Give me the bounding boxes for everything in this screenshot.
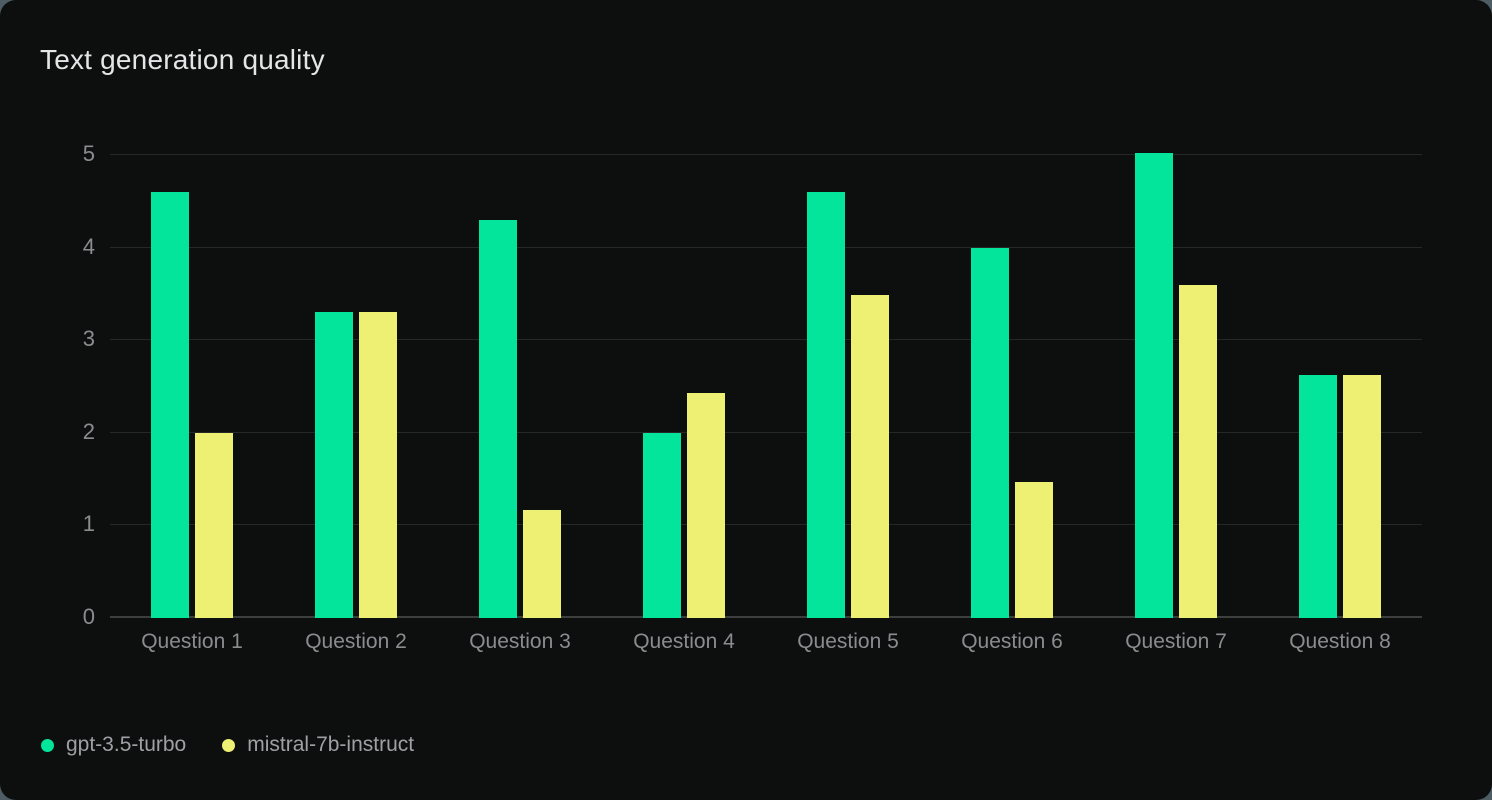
bar-gpt-3.5-turbo-q1 [151,192,189,618]
bar-mistral-7b-instruct-q1 [195,432,233,618]
x-tick-label-5: Question 5 [797,630,899,653]
legend-item-gpt-3.5-turbo[interactable]: gpt-3.5-turbo [41,733,186,757]
bar-gpt-3.5-turbo-q7 [1135,153,1173,618]
bar-gpt-3.5-turbo-q6 [971,247,1009,618]
y-tick-label: 2 [82,418,95,444]
bar-gpt-3.5-turbo-q4 [643,432,681,618]
legend-item-mistral-7b-instruct[interactable]: mistral-7b-instruct [222,733,414,757]
x-tick-label-3: Question 3 [469,630,571,653]
bar-mistral-7b-instruct-q7 [1179,284,1217,618]
y-tick-label: 4 [82,233,95,259]
x-tick-label-1: Question 1 [141,630,243,653]
x-tick-label-8: Question 8 [1289,630,1391,653]
chart-title: Text generation quality [40,44,325,75]
bar-group-8 [1258,155,1422,618]
bar-group-1 [110,155,274,618]
bar-mistral-7b-instruct-q3 [523,509,561,618]
bar-mistral-7b-instruct-q8 [1343,375,1381,618]
gridline-y4 [110,246,1422,248]
x-tick-label-2: Question 2 [305,630,407,653]
bar-gpt-3.5-turbo-q3 [479,219,517,618]
x-tick-label-6: Question 6 [961,630,1063,653]
gridline-y5 [110,154,1422,155]
bar-group-5 [766,155,930,618]
legend-label: gpt-3.5-turbo [66,733,187,756]
y-tick-label: 5 [82,141,95,166]
gridline-y3 [110,339,1422,341]
y-tick-label: 0 [82,604,95,629]
bar-mistral-7b-instruct-q5 [851,294,889,618]
bar-gpt-3.5-turbo-q5 [807,192,845,618]
plot-area [110,153,1422,618]
bar-group-2 [274,155,438,618]
y-axis-labels: 0 1 2 3 4 5 [55,141,95,629]
bar-gpt-3.5-turbo-q8 [1299,375,1337,618]
x-tick-label-7: Question 7 [1125,630,1227,653]
y-tick-label: 3 [82,326,95,352]
bar-groups [110,153,1422,618]
bar-group-4 [602,155,766,618]
bar-mistral-7b-instruct-q6 [1015,481,1053,618]
x-axis-labels: Question 1 Question 2 Question 3 Question 4… [110,630,1422,654]
gridline-y0 [110,616,1422,618]
bar-group-6 [930,155,1094,618]
x-tick-label-4: Question 4 [633,630,735,653]
bar-group-3 [438,155,602,618]
bar-gpt-3.5-turbo-q2 [315,312,353,618]
gridline-y1 [110,524,1422,526]
legend-label: mistral-7b-instruct [247,733,415,756]
bar-mistral-7b-instruct-q4 [687,392,725,618]
legend-dot-icon [222,738,236,752]
legend: gpt-3.5-turbo mistral-7b-instruct [41,733,414,757]
gridline-y2 [110,431,1422,433]
legend-dot-icon [41,738,54,752]
bar-mistral-7b-instruct-q2 [359,312,397,618]
bar-group-7 [1094,153,1258,618]
y-tick-label: 1 [82,511,95,537]
